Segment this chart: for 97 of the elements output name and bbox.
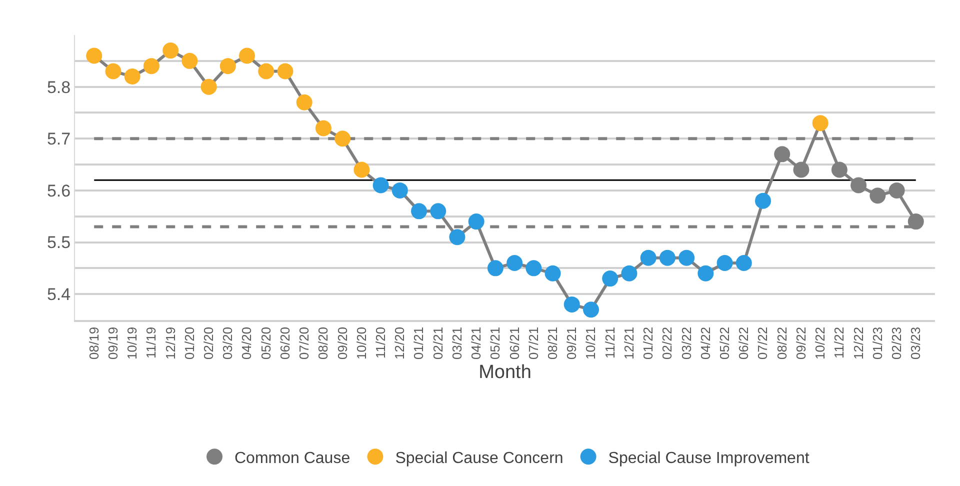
point — [506, 255, 523, 271]
point — [334, 130, 351, 147]
x-tick-label: 03/21 — [449, 326, 464, 360]
point — [162, 42, 179, 59]
point — [143, 58, 160, 74]
point — [621, 265, 638, 282]
point — [678, 250, 695, 266]
x-tick-label: 10/22 — [812, 326, 828, 360]
point — [698, 265, 714, 282]
point — [200, 78, 217, 95]
point — [774, 146, 790, 162]
x-tick-label: 05/21 — [488, 326, 503, 360]
point — [372, 177, 389, 194]
point — [793, 162, 810, 178]
point — [86, 48, 102, 64]
legend-label: Special Cause Concern — [395, 450, 564, 467]
x-tick-label: 02/20 — [201, 326, 216, 360]
x-tick-label: 01/20 — [182, 326, 197, 360]
point — [124, 68, 140, 84]
x-tick-label: 11/19 — [144, 326, 159, 359]
x-tick-label: 10/19 — [124, 326, 140, 360]
x-tick-label: 07/21 — [526, 326, 541, 360]
point — [392, 182, 408, 198]
x-axis-title: Month — [478, 362, 532, 383]
point — [354, 162, 370, 178]
x-tick-label: 08/21 — [545, 326, 560, 360]
point — [716, 255, 733, 271]
x-tick-label: 01/22 — [640, 326, 656, 360]
point — [220, 58, 236, 74]
x-tick-label: 12/19 — [162, 326, 178, 360]
point — [411, 203, 427, 220]
point — [277, 63, 294, 80]
x-tick-label: 12/20 — [392, 326, 408, 360]
y-tick-label: 5.6 — [46, 181, 71, 200]
x-tick-label: 03/22 — [678, 326, 694, 360]
x-tick-label: 11/21 — [602, 326, 618, 359]
x-tick-label: 08/20 — [316, 326, 331, 360]
point — [583, 302, 599, 318]
y-tick-label: 5.5 — [46, 233, 71, 252]
point — [888, 182, 905, 198]
point — [315, 120, 332, 136]
x-tick-label: 01/23 — [870, 326, 885, 360]
point — [640, 250, 656, 266]
x-tick-label: 10/21 — [583, 326, 598, 360]
point — [870, 188, 886, 204]
point — [736, 255, 752, 271]
x-tick-label: 12/21 — [621, 326, 636, 360]
point — [468, 214, 484, 230]
x-tick-label: 12/22 — [850, 326, 866, 360]
x-tick-label: 02/21 — [430, 326, 446, 360]
y-tick-label: 5.7 — [46, 130, 71, 149]
legend-label: Special Cause Improvement — [608, 450, 810, 467]
x-tick-label: 07/22 — [755, 326, 770, 360]
x-tick-label: 02/22 — [660, 326, 675, 360]
x-tick-label: 05/22 — [717, 326, 732, 360]
x-tick-label: 05/20 — [258, 326, 274, 360]
x-tick-label: 09/19 — [105, 326, 120, 360]
x-tick-label: 07/20 — [296, 326, 312, 360]
legend-label: Common Cause — [234, 450, 350, 467]
x-tick-label: 11/22 — [832, 326, 847, 359]
x-tick-label: 06/22 — [736, 326, 752, 360]
point — [659, 250, 676, 266]
point — [430, 203, 446, 220]
x-tick-label: 04/20 — [239, 326, 254, 360]
point — [908, 214, 924, 230]
x-tick-label: 09/22 — [793, 326, 808, 360]
y-tick-label: 5.8 — [46, 78, 71, 97]
x-tick-label: 09/21 — [564, 326, 580, 360]
x-tick-label: 06/21 — [506, 326, 522, 360]
x-tick-label: 10/20 — [354, 326, 369, 360]
point — [564, 296, 580, 312]
x-tick-label: 09/20 — [334, 326, 350, 360]
point — [449, 229, 466, 246]
point — [812, 115, 828, 132]
x-tick-label: 02/23 — [889, 326, 904, 360]
point — [105, 63, 122, 80]
x-tick-label: 03/20 — [220, 326, 236, 360]
x-tick-label: 11/20 — [373, 326, 388, 359]
point — [544, 265, 561, 282]
point — [526, 260, 542, 276]
x-tick-label: 04/22 — [698, 326, 713, 360]
point — [182, 52, 198, 69]
x-tick-label: 08/22 — [774, 326, 790, 360]
x-tick-label: 04/21 — [468, 326, 484, 360]
point — [850, 177, 867, 194]
point — [258, 63, 274, 80]
point — [296, 94, 312, 110]
point — [755, 192, 771, 209]
point — [602, 270, 618, 287]
point — [487, 260, 504, 276]
point — [831, 162, 848, 178]
x-tick-label: 03/23 — [908, 326, 924, 360]
x-tick-label: 01/21 — [411, 326, 426, 360]
x-tick-label: 06/20 — [277, 326, 292, 360]
y-tick-label: 5.4 — [46, 285, 71, 304]
x-tick-label: 08/19 — [86, 326, 102, 360]
point — [239, 48, 255, 64]
